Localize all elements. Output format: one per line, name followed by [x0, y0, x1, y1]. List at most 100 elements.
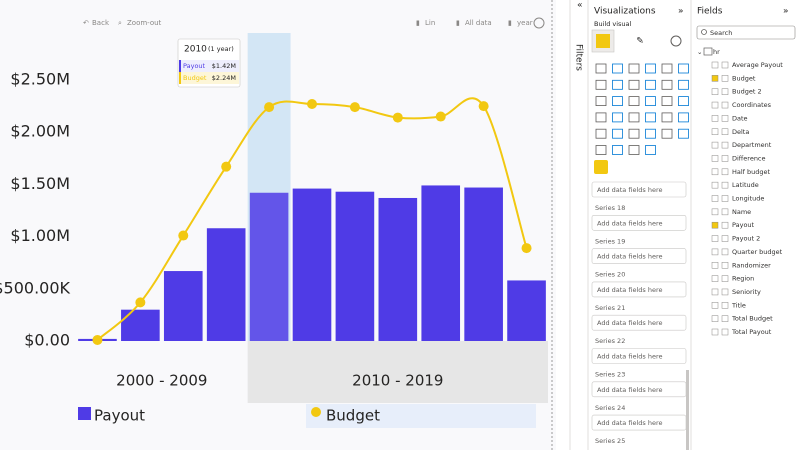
search-box[interactable] — [696, 25, 796, 40]
point[interactable] — [135, 297, 146, 308]
bar[interactable] — [335, 191, 375, 341]
checkbox[interactable] — [711, 302, 719, 309]
field-name[interactable]: Coordinates — [732, 101, 772, 109]
visual-type-icon[interactable] — [661, 96, 673, 106]
visual-type-icon[interactable] — [628, 112, 640, 123]
bar[interactable] — [292, 188, 332, 341]
checkbox[interactable] — [711, 181, 719, 189]
legend-label[interactable]: Payout — [94, 407, 145, 425]
field-name[interactable]: Quarter budget — [732, 248, 783, 256]
toolbar-button[interactable]: Back — [92, 19, 110, 27]
toolbar-icon[interactable]: ▮ — [456, 19, 460, 27]
point[interactable] — [92, 334, 103, 345]
analytics-icon[interactable] — [670, 35, 682, 47]
field-name[interactable]: Latitude — [732, 181, 759, 189]
field-name[interactable]: Budget 2 — [732, 88, 762, 96]
info-icon[interactable] — [533, 17, 545, 29]
field-name[interactable]: Longitude — [732, 195, 764, 203]
checkbox[interactable] — [711, 115, 719, 122]
field-name[interactable]: Name — [732, 208, 751, 216]
toolbar-button[interactable]: Zoom-out — [127, 19, 162, 27]
visual-type-icon[interactable] — [661, 63, 673, 74]
field-name[interactable]: Payout — [732, 221, 755, 229]
custom-visual-icon[interactable] — [594, 160, 608, 174]
checkbox[interactable] — [711, 168, 719, 176]
visual-type-icon[interactable] — [595, 96, 607, 106]
field-well[interactable] — [591, 181, 687, 198]
field-name[interactable]: Seniority — [732, 288, 761, 296]
bar[interactable] — [507, 280, 546, 341]
toolbar-icon[interactable]: ⌕ — [118, 19, 122, 27]
field-well[interactable] — [591, 314, 687, 331]
visual-type-icon[interactable] — [645, 63, 656, 74]
visual-type-icon[interactable] — [645, 128, 656, 139]
collapse-icon[interactable]: » — [678, 7, 684, 17]
field-name[interactable]: Half budget — [732, 168, 771, 176]
visual-type-icon[interactable] — [628, 128, 640, 139]
bar[interactable] — [121, 309, 160, 341]
checkbox[interactable] — [711, 128, 719, 135]
point[interactable] — [307, 99, 317, 110]
visual-type-icon[interactable] — [678, 112, 689, 123]
toolbar-button[interactable]: All data — [465, 19, 492, 27]
visual-type-icon[interactable] — [678, 79, 689, 90]
checkbox[interactable] — [711, 328, 719, 336]
visual-type-icon[interactable] — [612, 112, 623, 123]
visual-type-icon[interactable] — [628, 63, 640, 74]
point[interactable] — [264, 102, 275, 113]
visual-type-icon[interactable] — [595, 145, 607, 155]
filters-label[interactable]: Filters — [574, 44, 584, 71]
checkbox[interactable] — [711, 221, 719, 229]
field-well[interactable] — [591, 248, 687, 264]
point[interactable] — [478, 101, 489, 112]
checkbox[interactable] — [711, 248, 719, 256]
point[interactable] — [392, 112, 403, 123]
visual-type-icon[interactable] — [678, 128, 689, 139]
toolbar-icon[interactable]: ↶ — [83, 19, 89, 27]
checkbox[interactable] — [711, 61, 719, 69]
bar[interactable] — [249, 192, 289, 341]
field-well[interactable] — [591, 348, 687, 364]
field-name[interactable]: Budget — [732, 74, 756, 82]
bar[interactable] — [421, 185, 461, 341]
visual-type-icon[interactable] — [661, 128, 673, 139]
checkbox[interactable] — [711, 235, 719, 242]
visual-type-icon[interactable] — [612, 63, 623, 74]
toolbar-button[interactable]: Lin — [425, 19, 435, 27]
checkbox[interactable] — [711, 275, 719, 282]
field-name[interactable]: Difference — [732, 154, 766, 162]
visual-type-icon[interactable] — [661, 79, 673, 90]
visual-type-icon[interactable] — [612, 128, 623, 139]
field-name[interactable]: Department — [732, 141, 772, 149]
field-name[interactable]: Total Payout — [731, 328, 772, 336]
legend-label[interactable]: Budget — [326, 407, 380, 425]
visual-type-icon[interactable] — [645, 112, 656, 123]
field-name[interactable]: Date — [732, 114, 748, 122]
checkbox[interactable] — [711, 88, 719, 95]
collapse-icon[interactable]: » — [783, 7, 789, 17]
checkbox[interactable] — [711, 315, 719, 322]
visual-type-icon[interactable] — [595, 128, 607, 139]
field-well[interactable] — [591, 281, 687, 298]
toolbar-icon[interactable]: ▮ — [508, 19, 512, 27]
visual-type-icon[interactable] — [612, 145, 623, 155]
format-icon[interactable]: ✎ — [636, 37, 644, 47]
visual-type-icon[interactable] — [595, 79, 607, 90]
field-name[interactable]: Delta — [732, 128, 749, 136]
field-well[interactable] — [591, 381, 687, 398]
checkbox[interactable] — [711, 288, 719, 296]
bar[interactable] — [378, 197, 418, 341]
visual-type-icon[interactable] — [645, 79, 656, 90]
visual-type-icon[interactable] — [628, 79, 640, 90]
checkbox[interactable] — [711, 155, 719, 162]
toolbar-icon[interactable]: ▮ — [416, 19, 420, 27]
field-name[interactable]: Total Budget — [731, 315, 773, 323]
visual-type-icon[interactable] — [628, 96, 640, 106]
point[interactable] — [435, 111, 446, 122]
visual-type-icon[interactable] — [595, 63, 607, 74]
bar[interactable] — [206, 228, 246, 341]
bar[interactable] — [464, 187, 503, 341]
toolbar-button[interactable]: year — [517, 19, 533, 27]
visual-type-icon[interactable] — [645, 145, 656, 155]
point[interactable] — [521, 243, 532, 254]
